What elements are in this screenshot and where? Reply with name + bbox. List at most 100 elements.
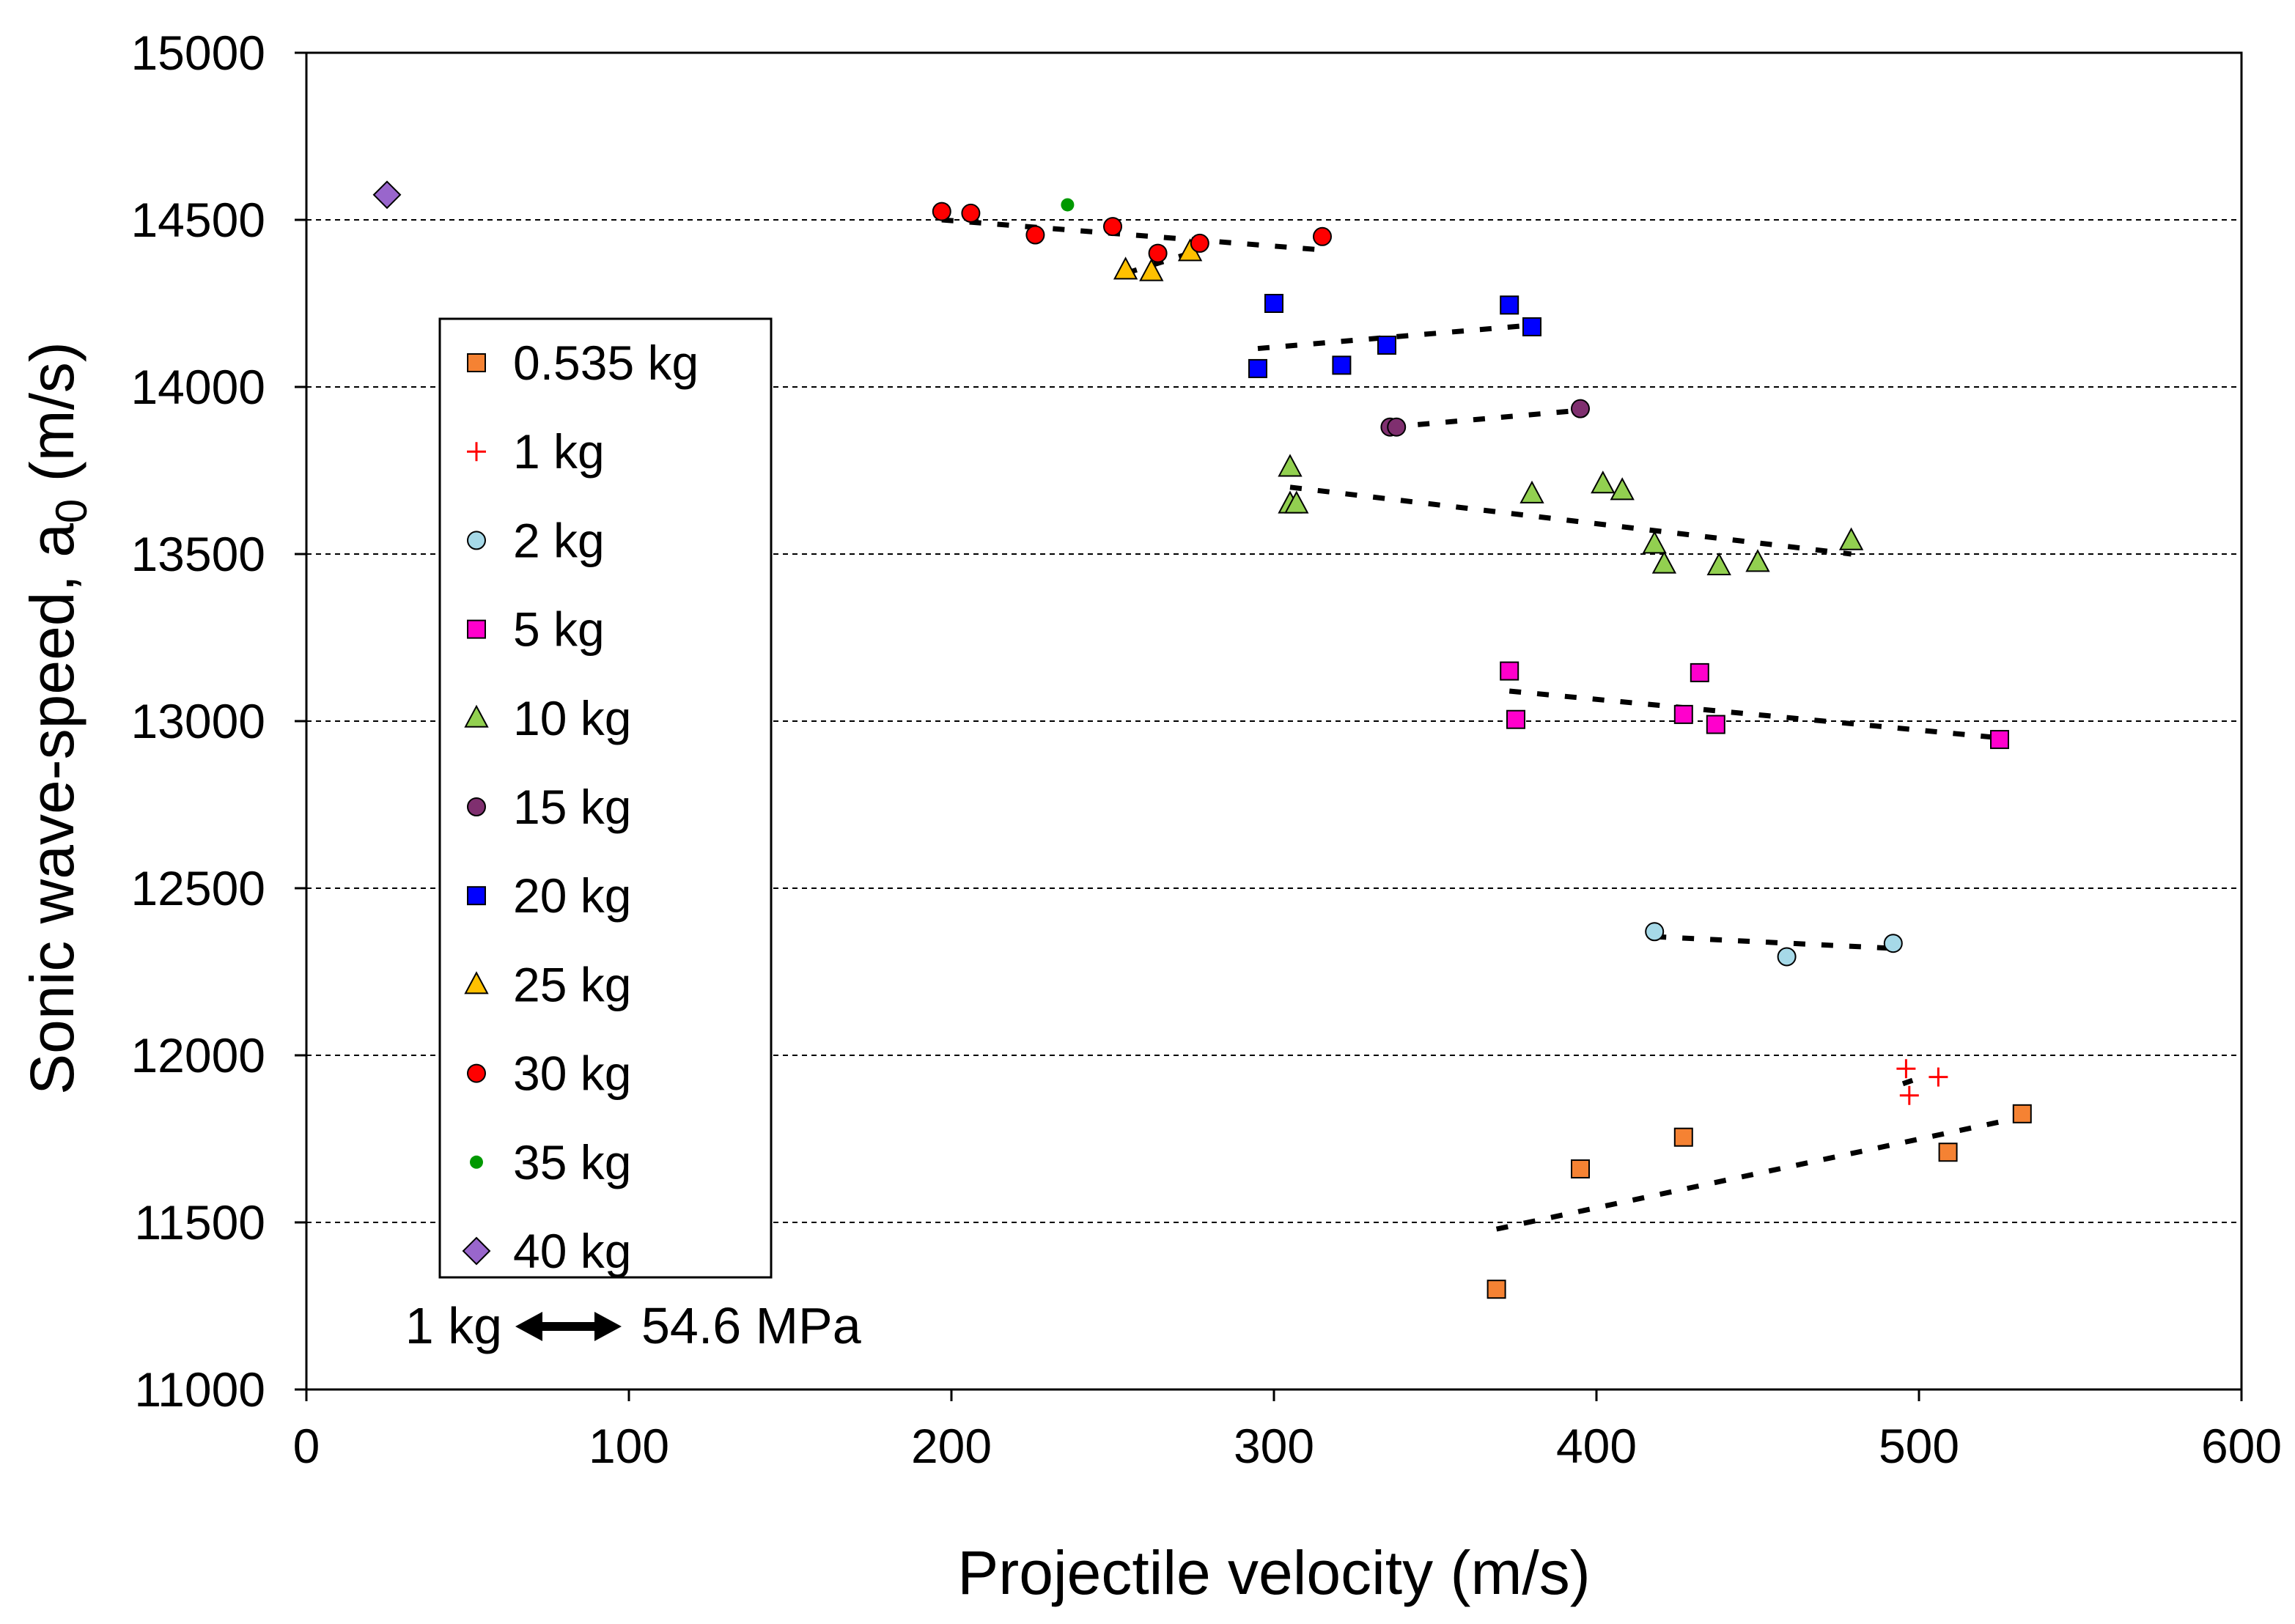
- data-point-40-kg: [372, 180, 402, 210]
- data-point-30-kg: [1148, 243, 1168, 263]
- legend: 0.535 kg 1 kg 2 kg 5 kg 10 kg 15 kg 20 kg 25 kg…: [438, 317, 773, 1279]
- x-tick-label: 400: [1556, 1419, 1637, 1473]
- legend-marker-40-kg: [462, 1236, 491, 1266]
- data-point-20-kg: [1248, 358, 1267, 378]
- y-tick-label: 12500: [130, 861, 265, 915]
- note-left-label: 1 kg: [405, 1297, 502, 1354]
- trend-line-15-kg: [1390, 407, 1581, 430]
- x-tick-label: 200: [911, 1419, 992, 1473]
- data-point-30-kg: [961, 203, 981, 223]
- data-point-30-kg: [1025, 225, 1045, 245]
- data-points: [372, 180, 2032, 1299]
- trend-line-2-kg: [1654, 934, 1893, 951]
- data-point-30-kg: [1313, 226, 1332, 246]
- data-point-1-kg: [1899, 1085, 1919, 1105]
- y-axis-title-subscript: 0: [47, 499, 96, 523]
- y-axis-title-unit: (m/s): [18, 342, 86, 499]
- data-point-10-kg: [1706, 552, 1731, 575]
- data-point-25-kg: [1139, 258, 1164, 281]
- y-tick-label: 14500: [130, 193, 265, 247]
- data-point-20-kg: [1377, 336, 1396, 355]
- legend-marker-0-535-kg: [467, 353, 486, 372]
- y-tick-label: 12000: [130, 1028, 265, 1082]
- data-point-10-kg: [1651, 550, 1677, 574]
- unit-conversion-note: 1 kg 54.6 MPa: [405, 1297, 861, 1354]
- trend-line-1-kg: [1901, 1077, 1914, 1087]
- legend-box: [438, 317, 773, 1279]
- x-tick-label: 100: [589, 1419, 669, 1473]
- data-point-15-kg: [1571, 399, 1590, 418]
- legend-label-30-kg: 30 kg: [513, 1047, 631, 1101]
- data-point-10-kg: [1642, 531, 1667, 554]
- data-point-5-kg: [1990, 730, 2009, 750]
- data-point-5-kg: [1500, 661, 1519, 681]
- data-point-25-kg: [1113, 256, 1138, 280]
- x-axis-ticks: 0 100 200 300 400 500 600: [293, 1389, 2282, 1473]
- y-axis-title: Sonic wave-speed, a0 (m/s): [18, 342, 96, 1095]
- y-tick-label: 13000: [130, 694, 265, 748]
- data-point-5-kg: [1690, 662, 1709, 682]
- data-point-10-kg: [1745, 549, 1770, 572]
- legend-label-5-kg: 5 kg: [513, 602, 605, 657]
- data-point-5-kg: [1673, 704, 1693, 724]
- data-point-10-kg: [1284, 490, 1309, 514]
- data-point-10-kg: [1838, 527, 1864, 550]
- x-tick-label: 500: [1879, 1419, 1959, 1473]
- data-point-30-kg: [1190, 233, 1209, 253]
- y-tick-label: 11000: [134, 1362, 265, 1417]
- grid-lines: [306, 219, 2241, 1223]
- legend-marker-5-kg: [467, 619, 486, 639]
- trend-line-20-kg: [1257, 322, 1533, 352]
- data-point-5-kg: [1506, 709, 1525, 729]
- y-axis-ticks: 11000 11500 12000 12500 13000 13500 14000 14500…: [130, 26, 306, 1417]
- data-point-20-kg: [1332, 355, 1352, 375]
- legend-label-35-kg: 35 kg: [513, 1135, 631, 1189]
- legend-label-15-kg: 15 kg: [513, 780, 631, 834]
- legend-marker-25-kg: [464, 971, 489, 994]
- legend-marker-2-kg: [467, 531, 486, 550]
- data-point-20-kg: [1522, 317, 1541, 336]
- data-point-20-kg: [1264, 294, 1283, 313]
- data-point-2-kg: [1777, 947, 1797, 967]
- trend-lines: [941, 217, 2023, 1232]
- note-right-label: 54.6 MPa: [641, 1297, 861, 1354]
- legend-marker-10-kg: [464, 704, 489, 728]
- x-tick-label: 300: [1234, 1419, 1314, 1473]
- x-axis-title: Projectile velocity (m/s): [957, 1538, 1591, 1607]
- data-point-30-kg: [1103, 217, 1122, 237]
- trend-line-30-kg: [941, 217, 1323, 253]
- legend-marker-30-kg: [467, 1063, 486, 1083]
- data-point-0-535-kg: [1571, 1159, 1590, 1179]
- y-tick-label: 11500: [134, 1195, 265, 1250]
- legend-label-20-kg: 20 kg: [513, 868, 631, 923]
- data-point-1-kg: [1929, 1067, 1948, 1087]
- data-point-10-kg: [1519, 480, 1544, 503]
- data-point-20-kg: [1500, 295, 1519, 315]
- data-point-0-535-kg: [2012, 1104, 2032, 1123]
- data-point-2-kg: [1645, 922, 1665, 942]
- data-point-35-kg: [1061, 198, 1075, 212]
- data-point-0-535-kg: [1487, 1280, 1506, 1299]
- x-tick-label: 0: [293, 1419, 320, 1473]
- data-point-2-kg: [1883, 934, 1903, 953]
- legend-label-40-kg: 40 kg: [513, 1224, 631, 1278]
- data-point-10-kg: [1610, 477, 1635, 501]
- trend-line-10-kg: [1289, 484, 1852, 557]
- data-point-15-kg: [1387, 417, 1407, 437]
- legend-label-25-kg: 25 kg: [513, 957, 631, 1011]
- data-point-30-kg: [932, 202, 951, 221]
- legend-label-0-535-kg: 0.535 kg: [513, 336, 699, 390]
- x-tick-label: 600: [2201, 1419, 2282, 1473]
- legend-marker-15-kg: [467, 797, 486, 816]
- legend-label-1-kg: 1 kg: [513, 424, 605, 479]
- legend-marker-20-kg: [467, 886, 486, 906]
- y-tick-label: 15000: [130, 26, 265, 80]
- y-axis-title-main: Sonic wave-speed, a: [18, 523, 86, 1095]
- data-point-10-kg: [1591, 470, 1616, 494]
- double-arrow-icon: [515, 1312, 622, 1341]
- y-tick-label: 14000: [130, 360, 265, 414]
- data-point-10-kg: [1278, 454, 1303, 477]
- data-point-5-kg: [1706, 715, 1725, 734]
- y-tick-label: 13500: [130, 527, 265, 581]
